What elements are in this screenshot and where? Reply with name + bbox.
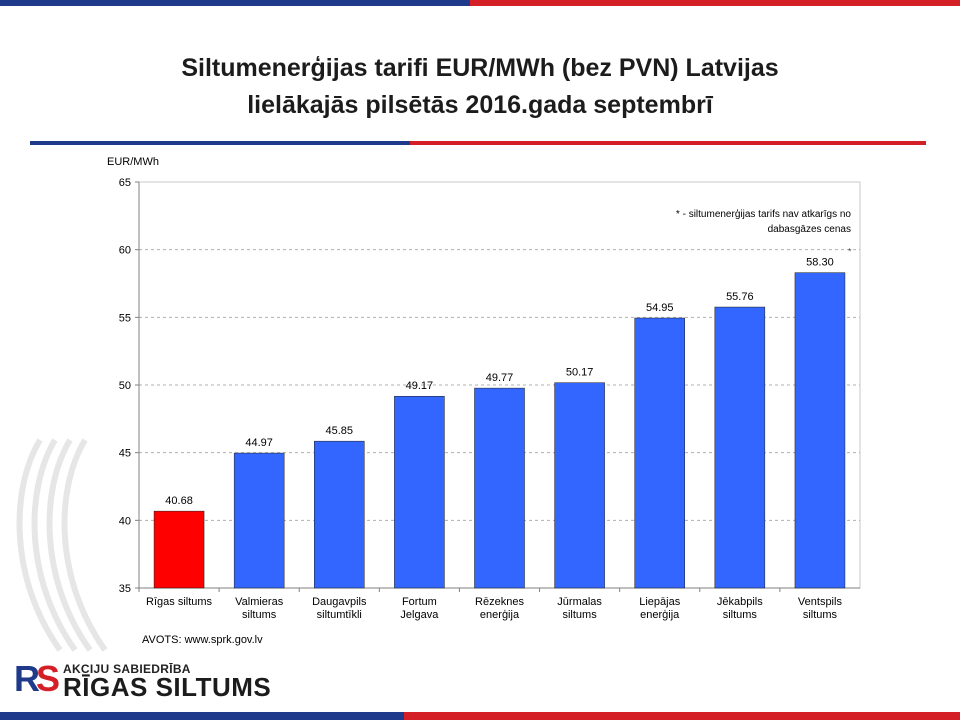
y-axis-label: EUR/MWh (107, 156, 159, 168)
x-tick-label-7-0: Jēkabpils (717, 596, 763, 608)
y-tick-label-50: 50 (119, 380, 131, 392)
rs-logo-icon: R S (14, 658, 60, 699)
annotation-line-2: dabasgāzes cenas (768, 224, 851, 235)
x-tick-label-5-1: siltums (562, 609, 597, 621)
x-tick-label-1-1: siltums (242, 609, 277, 621)
bar-4 (474, 387, 525, 589)
bar-value-label-3: 49.17 (406, 380, 434, 392)
x-tick-label-8-0: Ventspils (798, 596, 843, 608)
x-tick-label-6-0: Liepājas (639, 596, 680, 608)
slide-title-line-1: Siltumenerģijas tarifi EUR/MWh (bez PVN)… (181, 54, 779, 82)
bottom-color-bar (0, 712, 960, 720)
y-tick-label-65: 65 (119, 177, 131, 189)
slide-title-line-2: lielākajās pilsētās 2016.gada septembrī (247, 91, 713, 119)
x-tick-label-8-1: siltums (803, 609, 838, 621)
bar-value-label-1: 44.97 (245, 437, 273, 449)
x-tick-label-7-1: siltums (723, 609, 758, 621)
bar-value-label-2: 45.85 (326, 425, 354, 437)
bar-value-label-7: 55.76 (726, 291, 754, 303)
bar-1 (233, 452, 285, 589)
x-tick-label-0-0: Rīgas siltums (146, 596, 213, 608)
bar-value-label-0: 40.68 (165, 495, 193, 507)
logo-subtitle: AKCIJU SABIEDRĪBA (63, 662, 191, 676)
logo-mark-s: S (36, 658, 60, 698)
y-tick-label-60: 60 (119, 245, 131, 257)
slide-title: Siltumenerģijas tarifi EUR/MWh (bez PVN)… (60, 50, 900, 124)
y-tick-label-35: 35 (119, 583, 131, 595)
source-text: AVOTS: www.sprk.gov.lv (142, 634, 263, 646)
bar-8 (794, 272, 846, 589)
annotation-line-1: * - siltumenerģijas tarifs nav atkarīgs … (676, 207, 852, 220)
bar-7 (714, 306, 766, 589)
bar-0 (153, 510, 205, 589)
x-tick-label-6-1: enerģija (640, 608, 680, 621)
background-swoosh-decoration (16, 438, 108, 652)
asterisk-marker: * (848, 247, 852, 257)
x-tick-label-1-0: Valmieras (235, 596, 284, 608)
bar-2 (314, 440, 365, 589)
y-tick-label-45: 45 (119, 448, 131, 460)
y-tick-label-55: 55 (119, 312, 131, 324)
x-tick-label-4-0: Rēzeknes (475, 596, 524, 608)
bar-value-label-5: 50.17 (566, 367, 594, 379)
x-tick-label-2-0: Daugavpils (312, 596, 367, 608)
x-tick-label-3-1: Jelgava (400, 609, 439, 621)
bar-value-label-4: 49.77 (486, 372, 514, 384)
title-underline (30, 141, 926, 145)
x-tick-label-4-1: enerģija (480, 608, 520, 621)
x-tick-label-3-0: Fortum (402, 596, 437, 608)
y-tick-label-40: 40 (119, 515, 131, 527)
bar-value-label-8: 58.30 (806, 257, 834, 269)
bar-value-label-6: 54.95 (646, 302, 674, 314)
x-tick-label-2-1: siltumtīkli (317, 609, 362, 621)
bar-6 (634, 317, 685, 589)
logo-mark-r: R (14, 658, 40, 698)
bar-5 (554, 382, 605, 589)
x-tick-label-5-0: Jūrmalas (557, 596, 602, 608)
bar-3 (394, 395, 445, 589)
rigas-siltums-logo: R S (14, 658, 62, 703)
top-color-bar (0, 0, 960, 6)
logo-name: RĪGAS SILTUMS (63, 672, 272, 702)
